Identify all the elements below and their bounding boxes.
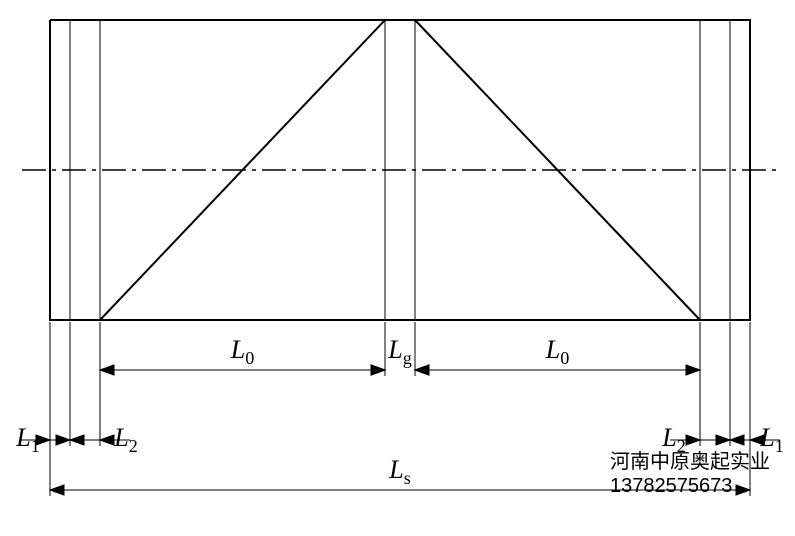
diagram-canvas: L0LgL0L1L2L2L1Ls河南中原奥起实业13782575673 <box>0 0 795 536</box>
watermark: 河南中原奥起实业13782575673 <box>610 450 770 498</box>
label-L0-left: L0 <box>231 335 255 369</box>
label-Lg: Lg <box>388 335 412 369</box>
label-Ls: Ls <box>389 455 411 489</box>
watermark-line2: 13782575673 <box>610 474 770 498</box>
label-L2-left: L2 <box>114 423 138 457</box>
watermark-line1: 河南中原奥起实业 <box>610 450 770 474</box>
label-L1-left: L1 <box>16 423 40 457</box>
label-L0-right: L0 <box>546 335 570 369</box>
